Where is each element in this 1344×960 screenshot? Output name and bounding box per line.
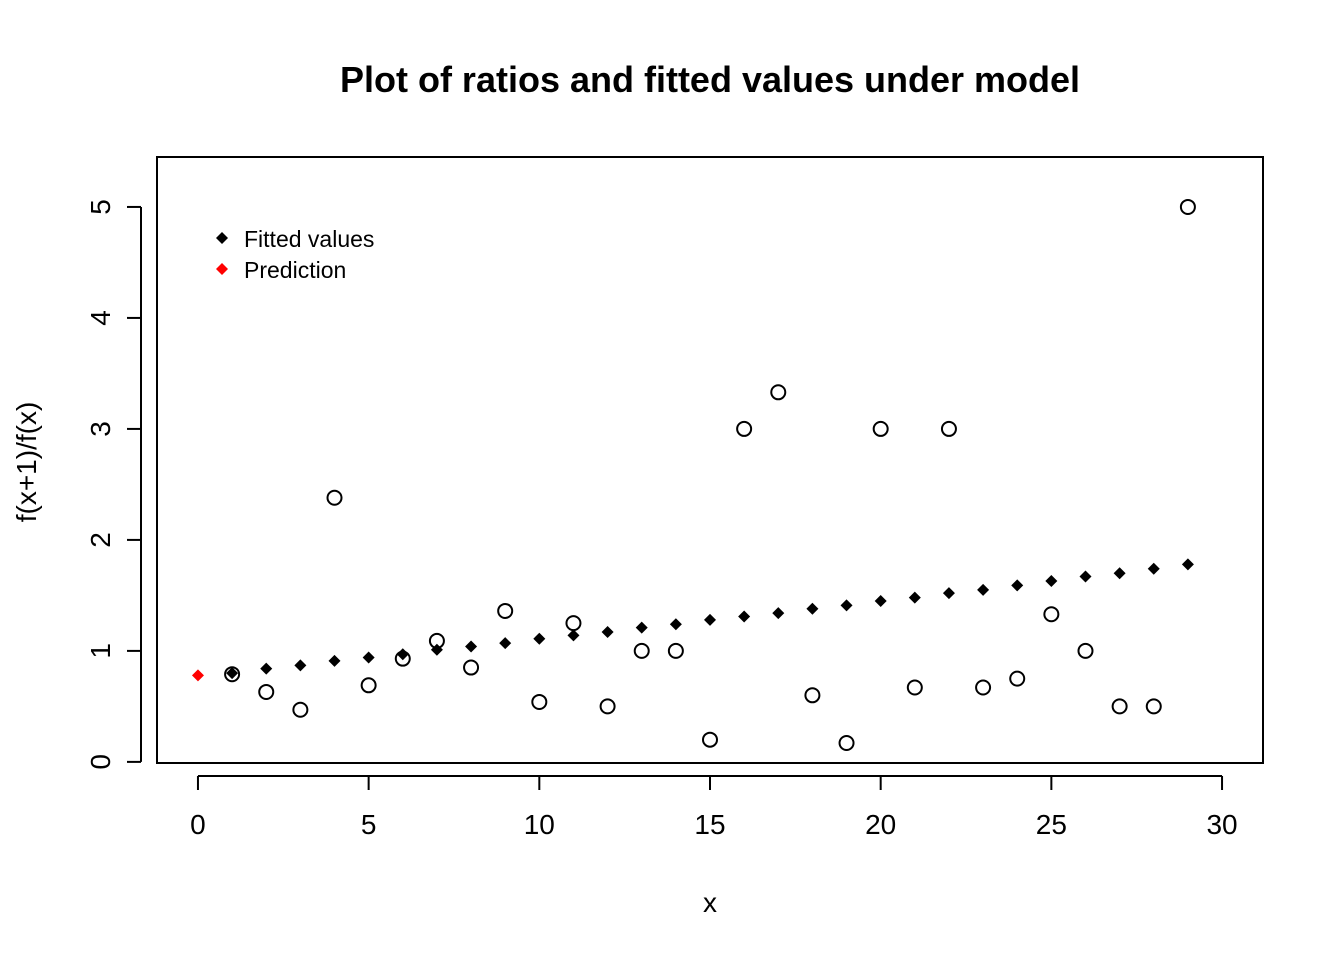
y-tick-label: 1 bbox=[85, 643, 116, 659]
x-axis-label: x bbox=[703, 887, 717, 918]
x-tick-label: 25 bbox=[1036, 809, 1067, 840]
x-tick-label: 15 bbox=[694, 809, 725, 840]
fitted-value-point bbox=[396, 648, 409, 661]
data-point-circle bbox=[838, 735, 855, 752]
data-point-circle bbox=[1179, 198, 1196, 215]
fitted-value-point bbox=[772, 607, 785, 620]
fitted-value-point bbox=[328, 654, 341, 667]
fitted-value-point bbox=[635, 621, 648, 634]
data-point-circle bbox=[736, 420, 753, 437]
y-tick-label: 0 bbox=[85, 754, 116, 770]
fitted-value-point bbox=[260, 662, 273, 675]
fitted-value-point bbox=[226, 667, 239, 680]
data-point-circle bbox=[258, 683, 275, 700]
y-axis: 0 1 2 3 4 5 bbox=[85, 199, 142, 770]
series-0 bbox=[224, 198, 1196, 752]
fitted-value-point bbox=[430, 643, 443, 656]
fitted-value-point bbox=[465, 640, 478, 653]
y-tick-label: 3 bbox=[85, 421, 116, 437]
fitted-value-point bbox=[669, 618, 682, 631]
fitted-value-point bbox=[908, 591, 921, 604]
fitted-value-point bbox=[533, 632, 546, 645]
data-points bbox=[191, 198, 1196, 752]
data-point-circle bbox=[497, 602, 514, 619]
series-2 bbox=[191, 669, 204, 682]
prediction-point bbox=[191, 669, 204, 682]
data-point-circle bbox=[1111, 698, 1128, 715]
y-tick-label: 5 bbox=[85, 199, 116, 215]
data-point-circle bbox=[292, 701, 309, 718]
y-tick-label: 2 bbox=[85, 532, 116, 548]
data-point-circle bbox=[463, 659, 480, 676]
data-point-circle bbox=[940, 420, 957, 437]
fitted-value-point bbox=[806, 602, 819, 615]
x-tick-label: 30 bbox=[1206, 809, 1237, 840]
data-point-circle bbox=[565, 615, 582, 632]
fitted-value-point bbox=[704, 613, 716, 626]
data-point-circle bbox=[872, 420, 889, 437]
data-point-circle bbox=[1145, 698, 1162, 715]
data-point-circle bbox=[975, 679, 992, 696]
data-point-circle bbox=[1077, 642, 1094, 659]
legend-item-prediction: Prediction bbox=[216, 257, 346, 283]
y-tick-label: 4 bbox=[85, 310, 116, 326]
chart-title: Plot of ratios and fitted values under m… bbox=[340, 59, 1080, 100]
fitted-value-point bbox=[1181, 558, 1194, 571]
legend-label-prediction: Prediction bbox=[244, 257, 346, 283]
x-tick-label: 20 bbox=[865, 809, 896, 840]
fitted-value-point bbox=[567, 629, 580, 642]
fitted-value-point bbox=[362, 651, 375, 664]
data-point-circle bbox=[770, 384, 787, 401]
data-point-circle bbox=[599, 698, 616, 715]
plot-area-frame bbox=[156, 156, 1264, 764]
fitted-value-point bbox=[1011, 579, 1024, 592]
data-point-circle bbox=[906, 679, 923, 696]
data-point-circle bbox=[360, 677, 377, 694]
data-point-circle bbox=[633, 642, 650, 659]
data-point-circle bbox=[531, 693, 548, 710]
data-point-circle bbox=[804, 687, 821, 704]
x-tick-label: 5 bbox=[361, 809, 377, 840]
fitted-value-point bbox=[840, 599, 853, 612]
fitted-value-point bbox=[1045, 574, 1058, 587]
data-point-circle bbox=[326, 489, 343, 506]
fitted-value-point bbox=[499, 637, 512, 650]
data-point-circle bbox=[1043, 606, 1060, 623]
fitted-value-point bbox=[1147, 562, 1160, 575]
series-1 bbox=[226, 558, 1194, 680]
data-point-circle bbox=[702, 731, 718, 748]
fitted-value-point bbox=[601, 626, 614, 639]
fitted-value-point bbox=[1113, 567, 1126, 580]
legend-label-fitted-values: Fitted values bbox=[244, 226, 374, 252]
x-axis: 0 5 10 15 20 25 30 bbox=[190, 775, 1238, 840]
legend-marker-prediction bbox=[216, 263, 228, 275]
y-axis-label: f(x+1)/f(x) bbox=[11, 402, 42, 523]
x-tick-label: 0 bbox=[190, 809, 206, 840]
data-point-circle bbox=[667, 642, 684, 659]
legend: Fitted values Prediction bbox=[216, 226, 374, 283]
fitted-value-point bbox=[738, 610, 751, 623]
fitted-value-point bbox=[977, 583, 990, 596]
fitted-value-point bbox=[874, 594, 887, 607]
legend-marker-fitted-values bbox=[216, 232, 228, 244]
fitted-value-point bbox=[294, 659, 307, 672]
x-tick-label: 10 bbox=[524, 809, 555, 840]
fitted-value-point bbox=[1079, 570, 1092, 583]
fitted-value-point bbox=[942, 587, 955, 600]
legend-item-fitted-values: Fitted values bbox=[216, 226, 374, 252]
data-point-circle bbox=[1009, 670, 1026, 687]
